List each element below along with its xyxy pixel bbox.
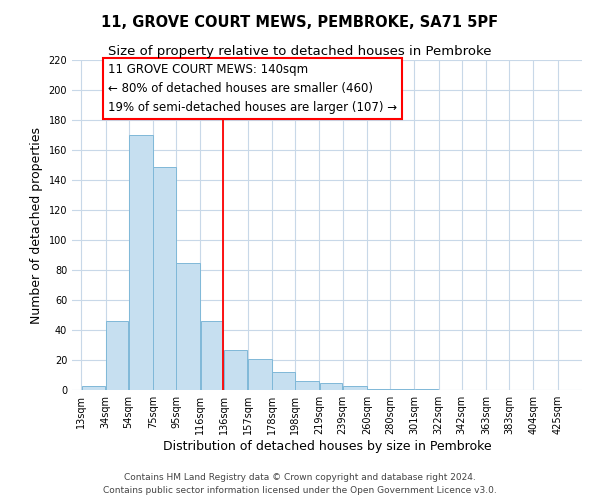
Bar	[320, 382, 343, 390]
Bar	[248, 358, 272, 390]
Text: 11, GROVE COURT MEWS, PEMBROKE, SA71 5PF: 11, GROVE COURT MEWS, PEMBROKE, SA71 5PF	[101, 15, 499, 30]
Bar	[153, 166, 176, 390]
Bar	[343, 386, 367, 390]
Bar	[106, 321, 128, 390]
Bar	[272, 372, 295, 390]
Bar	[224, 350, 247, 390]
Bar	[391, 388, 414, 390]
Bar	[129, 135, 152, 390]
Bar	[200, 321, 223, 390]
Text: Contains HM Land Registry data © Crown copyright and database right 2024.
Contai: Contains HM Land Registry data © Crown c…	[103, 473, 497, 495]
Text: 11 GROVE COURT MEWS: 140sqm
← 80% of detached houses are smaller (460)
19% of se: 11 GROVE COURT MEWS: 140sqm ← 80% of det…	[108, 63, 397, 114]
Bar	[367, 388, 390, 390]
Bar	[295, 381, 319, 390]
Text: Size of property relative to detached houses in Pembroke: Size of property relative to detached ho…	[108, 45, 492, 58]
Bar	[415, 388, 439, 390]
Bar	[176, 262, 200, 390]
X-axis label: Distribution of detached houses by size in Pembroke: Distribution of detached houses by size …	[163, 440, 491, 453]
Y-axis label: Number of detached properties: Number of detached properties	[30, 126, 43, 324]
Bar	[82, 386, 105, 390]
